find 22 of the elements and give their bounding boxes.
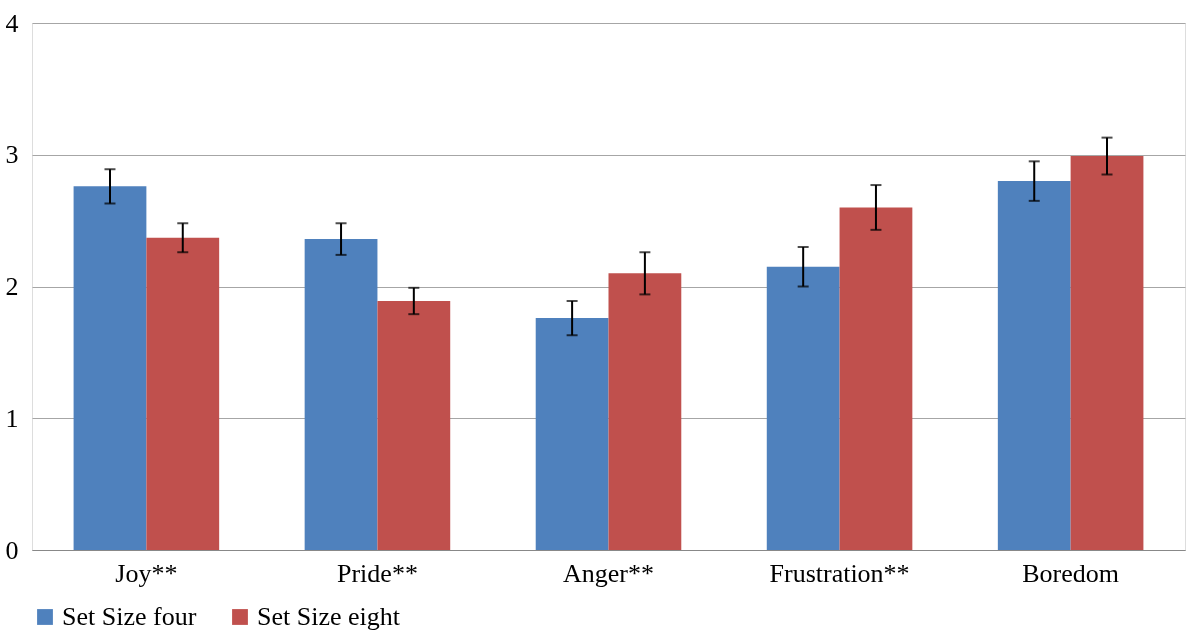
y-tick-label: 3 — [5, 140, 19, 170]
x-tick-label: Anger** — [563, 558, 654, 588]
bar — [304, 239, 378, 550]
y-tick-label: 2 — [5, 272, 19, 301]
legend-label: Set Size four — [62, 602, 197, 631]
bar — [608, 273, 682, 550]
bar — [73, 186, 147, 550]
y-tick-label: 4 — [5, 8, 19, 38]
x-tick-label: Frustration** — [769, 558, 910, 588]
bar — [1070, 156, 1144, 550]
y-tick-label: 0 — [5, 535, 19, 565]
x-tick-label: Pride** — [336, 558, 418, 588]
legend-label: Set Size eight — [257, 602, 401, 631]
bar — [766, 266, 840, 550]
x-tick-label: Boredom — [1022, 558, 1120, 588]
x-tick-label: Joy** — [115, 558, 178, 588]
y-tick-label: 1 — [5, 403, 19, 433]
bar — [535, 318, 609, 550]
bar — [839, 207, 913, 550]
bar — [997, 181, 1071, 550]
bar — [146, 237, 220, 550]
bar — [377, 300, 451, 550]
